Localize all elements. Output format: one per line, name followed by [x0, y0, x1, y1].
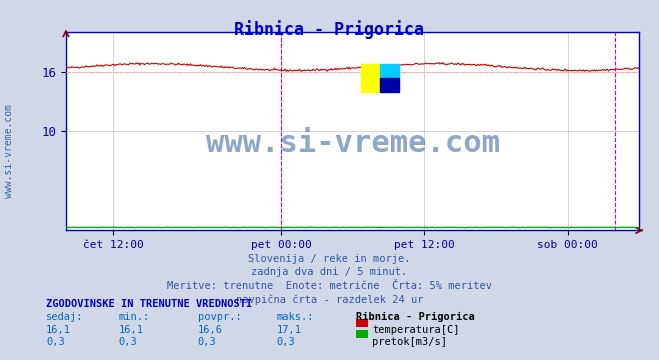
Text: 17,1: 17,1 — [277, 325, 302, 335]
Bar — [380, 78, 399, 92]
Text: zadnja dva dni / 5 minut.: zadnja dva dni / 5 minut. — [251, 267, 408, 278]
Text: 0,3: 0,3 — [277, 337, 295, 347]
Text: ZGODOVINSKE IN TRENUTNE VREDNOSTI: ZGODOVINSKE IN TRENUTNE VREDNOSTI — [46, 299, 252, 309]
Text: Ribnica - Prigorica: Ribnica - Prigorica — [235, 20, 424, 39]
Text: Slovenija / reke in morje.: Slovenija / reke in morje. — [248, 254, 411, 264]
Text: temperatura[C]: temperatura[C] — [372, 325, 460, 335]
Text: 16,1: 16,1 — [119, 325, 144, 335]
Bar — [361, 64, 380, 92]
Text: maks.:: maks.: — [277, 312, 314, 322]
Text: sedaj:: sedaj: — [46, 312, 84, 322]
Text: 16,6: 16,6 — [198, 325, 223, 335]
Text: 16,1: 16,1 — [46, 325, 71, 335]
Bar — [380, 64, 399, 78]
Text: 0,3: 0,3 — [198, 337, 216, 347]
Text: min.:: min.: — [119, 312, 150, 322]
Text: pretok[m3/s]: pretok[m3/s] — [372, 337, 447, 347]
Text: 0,3: 0,3 — [119, 337, 137, 347]
Text: www.si-vreme.com: www.si-vreme.com — [206, 129, 500, 158]
Text: povpr.:: povpr.: — [198, 312, 241, 322]
Text: navpična črta - razdelek 24 ur: navpična črta - razdelek 24 ur — [236, 295, 423, 305]
Text: Ribnica - Prigorica: Ribnica - Prigorica — [356, 312, 474, 322]
Text: 0,3: 0,3 — [46, 337, 65, 347]
Text: www.si-vreme.com: www.si-vreme.com — [3, 104, 14, 198]
Text: Meritve: trenutne  Enote: metrične  Črta: 5% meritev: Meritve: trenutne Enote: metrične Črta: … — [167, 281, 492, 291]
